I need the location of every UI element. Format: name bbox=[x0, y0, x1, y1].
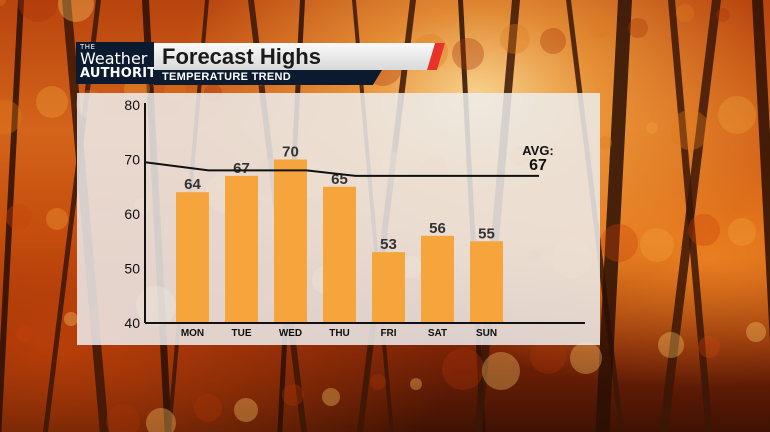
foliage-blob bbox=[716, 8, 730, 22]
bar-sun bbox=[470, 241, 503, 323]
average-value: 67 bbox=[529, 157, 547, 174]
subtitle-banner: TEMPERATURE TREND bbox=[154, 70, 382, 85]
foliage-blob bbox=[482, 352, 520, 390]
foliage-blob bbox=[728, 218, 756, 246]
average-line bbox=[144, 161, 539, 177]
foliage-blob bbox=[746, 322, 766, 342]
foliage-blob bbox=[628, 18, 648, 38]
chart-title: Forecast Highs bbox=[162, 44, 321, 69]
foliage-blob bbox=[598, 136, 612, 150]
bar-wed bbox=[274, 159, 307, 323]
foliage-blob bbox=[698, 336, 720, 358]
foliage-blob bbox=[570, 342, 602, 374]
logo-the: THE bbox=[80, 43, 96, 51]
foliage-blob bbox=[442, 348, 484, 390]
foliage-blob bbox=[194, 394, 222, 422]
weather-authority-logo: THE Weather AUTHORITY bbox=[76, 42, 166, 84]
bar-fri bbox=[372, 252, 405, 323]
foliage-blob bbox=[410, 378, 422, 390]
logo-authority: AUTHORITY bbox=[80, 66, 166, 81]
bar-sat bbox=[421, 235, 454, 323]
foliage-blob bbox=[106, 404, 140, 432]
foliage-blob bbox=[46, 208, 68, 230]
y-tick-label: 50 bbox=[124, 261, 140, 277]
y-tick-label: 70 bbox=[124, 152, 140, 168]
foliage-blob bbox=[36, 86, 68, 118]
foliage-blob bbox=[146, 408, 176, 432]
foliage-blob bbox=[58, 0, 94, 22]
x-tick-label: TUE bbox=[232, 328, 252, 339]
x-tick-label: SAT bbox=[428, 328, 447, 339]
foliage-blob bbox=[718, 96, 756, 134]
value-label: 53 bbox=[380, 236, 397, 253]
bars bbox=[176, 159, 503, 323]
foliage-blob bbox=[688, 214, 720, 246]
foliage-blob bbox=[16, 326, 32, 342]
tree-trunk bbox=[752, 0, 770, 432]
foliage-blob bbox=[322, 388, 340, 406]
bar-thu bbox=[323, 186, 356, 323]
foliage-blob bbox=[0, 0, 6, 6]
bar-mon bbox=[176, 192, 209, 323]
bar-tue bbox=[225, 175, 258, 323]
foliage-blob bbox=[530, 338, 566, 374]
x-tick-label: FRI bbox=[380, 328, 396, 339]
tree-trunk bbox=[658, 0, 721, 432]
average-label: AVG: bbox=[522, 143, 554, 158]
average-line-group: AVG:67 bbox=[144, 143, 554, 177]
foliage-blob bbox=[282, 384, 304, 406]
foliage-blob bbox=[0, 100, 22, 134]
foliage-blob bbox=[646, 122, 658, 134]
x-tick-label: WED bbox=[279, 328, 302, 339]
foliage-blob bbox=[540, 28, 566, 54]
x-tick-label: MON bbox=[181, 328, 204, 339]
foliage-blob bbox=[500, 24, 530, 54]
value-label: 67 bbox=[233, 160, 250, 177]
foliage-blob bbox=[676, 4, 694, 22]
foliage-blob bbox=[6, 204, 32, 230]
value-label: 56 bbox=[429, 220, 446, 237]
y-axis-ticks: 40 50 60 70 80 bbox=[124, 97, 140, 331]
foliage-blob bbox=[370, 374, 386, 390]
value-label: 55 bbox=[478, 225, 495, 242]
foliage-blob bbox=[18, 0, 58, 22]
foliage-blob bbox=[234, 398, 258, 422]
title-banner: Forecast Highs bbox=[154, 43, 440, 70]
foliage-blob bbox=[640, 228, 674, 262]
chart-subtitle: TEMPERATURE TREND bbox=[162, 71, 291, 83]
x-tick-label: SUN bbox=[476, 328, 497, 339]
foliage-blob bbox=[658, 332, 684, 358]
tree-trunk bbox=[595, 0, 632, 432]
value-label: 70 bbox=[282, 144, 299, 161]
chart-panel: 40 50 60 70 80 64 67 70 65 53 56 55 MON TUE WED THU FR… bbox=[77, 93, 600, 345]
foliage-blob bbox=[670, 110, 710, 150]
y-tick-label: 40 bbox=[124, 315, 140, 331]
foliage-blob bbox=[588, 14, 612, 38]
tree-trunk bbox=[0, 0, 24, 432]
x-tick-label: THU bbox=[329, 328, 350, 339]
y-tick-label: 80 bbox=[124, 97, 140, 113]
axes bbox=[144, 103, 585, 324]
foliage-blob bbox=[600, 224, 638, 262]
value-label: 64 bbox=[184, 176, 201, 193]
foliage-blob bbox=[64, 312, 78, 326]
foliage-blob bbox=[452, 38, 484, 70]
logo-weather: Weather bbox=[80, 49, 148, 68]
x-axis-ticks: MON TUE WED THU FRI SAT SUN bbox=[181, 328, 497, 339]
y-tick-label: 60 bbox=[124, 206, 140, 222]
